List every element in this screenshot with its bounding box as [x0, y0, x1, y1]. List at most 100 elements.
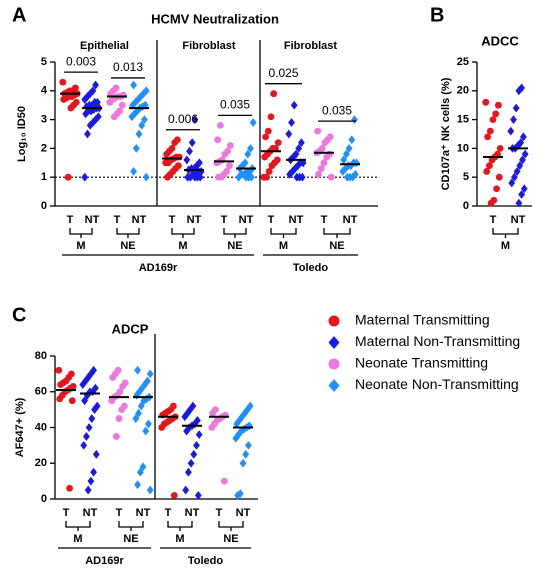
x-tick-label: NT	[83, 507, 98, 519]
y-tick-label: 0	[41, 493, 47, 505]
y-tick-label: 0	[463, 200, 469, 212]
y-tick-label: 15	[457, 114, 469, 126]
data-point	[110, 113, 118, 121]
data-point	[57, 381, 64, 388]
data-point	[56, 395, 64, 403]
legend-label: Maternal Non-Transmitting	[355, 333, 520, 349]
data-point	[513, 167, 521, 176]
y-tick-label: 60	[35, 386, 47, 398]
data-point	[115, 415, 123, 422]
group-bracket	[270, 228, 297, 238]
p-value: 0.003	[66, 54, 96, 68]
legend-label: Neonate Transmitting	[355, 355, 488, 371]
data-point	[90, 467, 97, 477]
data-point	[92, 115, 99, 124]
data-point	[182, 485, 190, 495]
data-point	[140, 89, 147, 99]
p-value: 0.013	[113, 60, 143, 74]
data-point	[486, 127, 494, 135]
data-point	[80, 440, 88, 450]
data-point	[185, 423, 193, 432]
data-point	[183, 426, 190, 436]
legend-label: Maternal Transmitting	[355, 312, 490, 328]
data-point	[345, 144, 353, 153]
data-point	[186, 405, 194, 415]
data-point	[348, 135, 356, 145]
data-point	[191, 115, 199, 124]
data-point	[132, 414, 140, 423]
data-point	[92, 449, 100, 459]
y-tick-label: 5	[41, 56, 47, 68]
data-point	[297, 158, 304, 168]
data-point	[521, 149, 529, 159]
data-point	[187, 458, 195, 468]
data-point	[86, 120, 94, 130]
x-tick-label: T	[114, 214, 121, 226]
data-point	[190, 449, 198, 459]
data-point	[508, 178, 516, 188]
y-tick-label: 20	[457, 85, 469, 97]
data-point	[221, 477, 228, 485]
data-point	[84, 485, 92, 495]
data-point	[85, 100, 93, 110]
data-point	[512, 103, 520, 113]
data-point	[241, 158, 249, 168]
data-point	[317, 165, 325, 172]
data-point	[320, 159, 328, 167]
data-point	[108, 397, 116, 405]
group-label: M	[501, 240, 510, 252]
group-bracket	[218, 521, 244, 531]
data-point	[85, 106, 92, 116]
data-point	[187, 164, 195, 173]
legend-marker	[328, 358, 340, 370]
data-point	[68, 397, 76, 405]
data-point	[55, 366, 63, 374]
data-point	[520, 184, 528, 194]
y-axis-label: AF647+ (%)	[14, 397, 26, 457]
data-point	[85, 423, 93, 432]
data-point	[141, 100, 149, 110]
data-point	[130, 80, 137, 90]
data-point	[185, 467, 192, 477]
data-point	[64, 173, 72, 181]
data-point	[343, 149, 350, 159]
data-point	[495, 173, 503, 181]
data-point	[118, 406, 126, 414]
data-point	[134, 365, 141, 375]
data-point	[67, 104, 75, 112]
data-point	[244, 405, 251, 415]
group-label: M	[175, 533, 184, 545]
group-bracket	[118, 521, 144, 531]
chart-title: ADCP	[112, 321, 149, 336]
data-point	[188, 138, 196, 148]
data-point	[128, 112, 136, 122]
data-point	[139, 462, 147, 472]
data-point	[137, 401, 145, 411]
data-point	[171, 139, 179, 147]
group-bracket	[116, 228, 140, 238]
data-point	[164, 173, 171, 181]
data-point	[270, 90, 278, 98]
data-point	[482, 98, 490, 106]
p-value: 0.035	[220, 98, 250, 112]
data-point	[495, 101, 502, 109]
data-point	[321, 139, 329, 147]
data-point	[186, 146, 193, 156]
p-value: 0.035	[322, 103, 352, 117]
data-point	[519, 155, 526, 165]
group-label: M	[178, 240, 187, 252]
data-point	[295, 144, 303, 153]
data-point	[66, 484, 73, 492]
data-point	[141, 115, 148, 124]
data-point	[233, 419, 241, 429]
x-tick-label: T	[321, 214, 328, 226]
data-point	[106, 98, 114, 106]
x-tick-label: NT	[136, 507, 151, 519]
data-point	[81, 172, 89, 182]
data-point	[267, 113, 275, 121]
group-bracket	[69, 228, 93, 238]
data-point	[342, 164, 349, 173]
group-bracket	[323, 228, 351, 238]
group-label: M	[279, 240, 288, 252]
data-point	[262, 133, 269, 141]
